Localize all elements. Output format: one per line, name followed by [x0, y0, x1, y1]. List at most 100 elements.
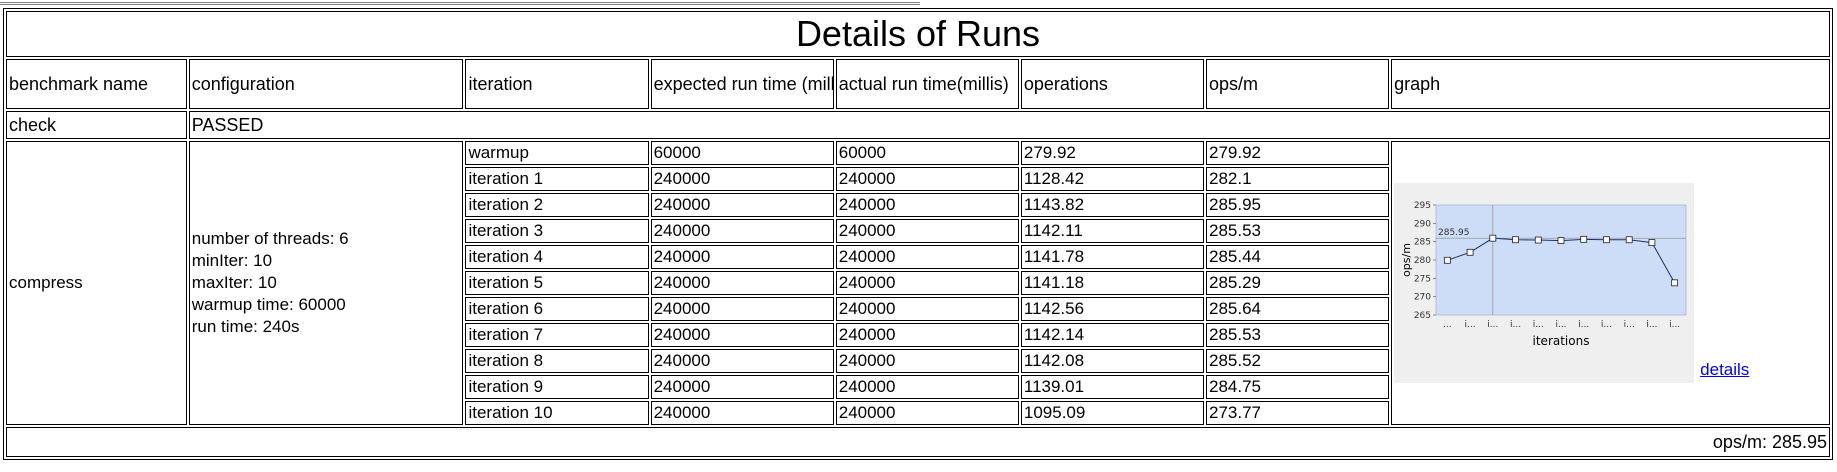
operations-cell: 1142.14: [1020, 323, 1205, 347]
iteration-cell: iteration 5: [465, 271, 649, 295]
config-run-time: run time: 240s: [191, 317, 300, 336]
iteration-cell: iteration 8: [465, 349, 649, 373]
opsm-cell: 285.44: [1206, 245, 1390, 269]
iteration-cell: iteration 2: [465, 193, 649, 217]
configuration-cell: number of threads: 6 minIter: 10 maxIter…: [188, 141, 464, 425]
config-max-iter: maxIter: 10: [191, 273, 277, 292]
data-point: [1466, 248, 1474, 256]
header-actual-run-time: actual run time(millis): [835, 59, 1019, 109]
actual-cell: 240000: [835, 193, 1019, 217]
data-point: [1671, 279, 1679, 287]
expected-cell: 240000: [650, 271, 834, 295]
table-row: iteration 3 240000 240000 1142.11 285.53: [6, 219, 1830, 243]
actual-cell: 240000: [835, 245, 1019, 269]
top-separator: [0, 0, 920, 5]
expected-cell: 240000: [650, 375, 834, 399]
actual-cell: 240000: [835, 219, 1019, 243]
summary-footer: ops/m: 285.95: [6, 427, 1830, 457]
data-point: [1512, 236, 1520, 244]
marker-label: 285.95: [1438, 228, 1470, 238]
x-tick-label: i...: [1647, 320, 1658, 330]
graph-cell: 265 270 275 280 285 290 295... i... i... i... i...…: [1391, 141, 1830, 425]
expected-cell: 240000: [650, 245, 834, 269]
actual-cell: 240000: [835, 297, 1019, 321]
iteration-cell: iteration 10: [465, 401, 649, 425]
config-threads: number of threads: 6: [191, 229, 349, 248]
expected-cell: 240000: [650, 349, 834, 373]
table-row: iteration 10 240000 240000 1095.09 273.77: [6, 401, 1830, 425]
y-tick-label: 295: [1414, 201, 1431, 211]
actual-cell: 240000: [835, 375, 1019, 399]
iteration-cell: iteration 6: [465, 297, 649, 321]
benchmark-name: compress: [6, 141, 187, 425]
data-point: [1535, 236, 1542, 244]
table-row: iteration 1 240000 240000 1128.42 282.1: [6, 167, 1830, 191]
operations-cell: 1142.08: [1020, 349, 1205, 373]
y-axis-label: ops/m: [1400, 243, 1413, 277]
x-tick-label: i...: [1465, 320, 1476, 330]
operations-cell: 1142.56: [1020, 297, 1205, 321]
opsm-cell: 284.75: [1206, 375, 1390, 399]
actual-cell: 240000: [835, 401, 1019, 425]
config-warmup-time: warmup time: 60000: [191, 295, 346, 314]
data-point: [1489, 234, 1497, 242]
operations-cell: 1139.01: [1020, 375, 1205, 399]
expected-cell: 240000: [650, 167, 834, 191]
x-tick-label: i...: [1510, 320, 1521, 330]
table-row: iteration 2 240000 240000 1143.82 285.95: [6, 193, 1830, 217]
y-tick-label: 275: [1414, 274, 1431, 284]
data-point: [1580, 235, 1588, 243]
operations-cell: 1095.09: [1020, 401, 1205, 425]
ops-chart-svg: 265 270 275 280 285 290 295... i... i... i... i...…: [1400, 201, 1687, 348]
x-axis-label: iterations: [1533, 334, 1590, 348]
opsm-cell: 282.1: [1206, 167, 1390, 191]
expected-cell: 240000: [650, 401, 834, 425]
table-row: iteration 7 240000 240000 1142.14 285.53: [6, 323, 1830, 347]
data-point: [1648, 239, 1656, 246]
x-tick-label: i...: [1533, 320, 1544, 330]
operations-cell: 1141.78: [1020, 245, 1205, 269]
check-label: check: [6, 111, 187, 139]
operations-cell: 1143.82: [1020, 193, 1205, 217]
opsm-cell: 285.53: [1206, 323, 1390, 347]
expected-cell: 240000: [650, 297, 834, 321]
header-ops-per-m: ops/m: [1206, 59, 1390, 109]
opsm-cell: 285.52: [1206, 349, 1390, 373]
data-point: [1444, 256, 1451, 264]
expected-cell: 240000: [650, 323, 834, 347]
expected-cell: 240000: [650, 219, 834, 243]
header-graph: graph: [1391, 59, 1830, 109]
table-row: iteration 5 240000 240000 1141.18 285.29: [6, 271, 1830, 295]
iteration-cell: iteration 9: [465, 375, 649, 399]
data-point: [1625, 236, 1633, 244]
actual-cell: 240000: [835, 349, 1019, 373]
operations-cell: 1142.11: [1020, 219, 1205, 243]
page-title: Details of Runs: [6, 11, 1830, 57]
plot-area: [1435, 204, 1687, 316]
x-tick-label: i...: [1669, 320, 1680, 330]
header-iteration: iteration: [465, 59, 649, 109]
ops-chart: 265 270 275 280 285 290 295... i... i... i... i...…: [1394, 183, 1695, 383]
opsm-cell: 285.95: [1206, 193, 1390, 217]
y-tick-label: 280: [1414, 256, 1431, 266]
iteration-cell: warmup: [465, 141, 649, 165]
iteration-cell: iteration 1: [465, 167, 649, 191]
operations-cell: 279.92: [1020, 141, 1205, 165]
y-tick-label: 290: [1414, 219, 1431, 229]
x-tick-label: i...: [1601, 320, 1612, 330]
data-point: [1557, 237, 1565, 245]
table-row: iteration 4 240000 240000 1141.78 285.44: [6, 245, 1830, 269]
x-tick-label: i...: [1624, 320, 1635, 330]
header-configuration: configuration: [188, 59, 464, 109]
y-tick-label: 270: [1414, 293, 1431, 303]
x-tick-label: i...: [1487, 320, 1498, 330]
x-tick-label: i...: [1578, 320, 1589, 330]
opsm-cell: 273.77: [1206, 401, 1390, 425]
operations-cell: 1128.42: [1020, 167, 1205, 191]
table-row: iteration 9 240000 240000 1139.01 284.75: [6, 375, 1830, 399]
actual-cell: 60000: [835, 141, 1019, 165]
runs-table: Details of Runs benchmark name configura…: [3, 8, 1833, 460]
data-point: [1603, 236, 1611, 244]
details-link[interactable]: details: [1700, 360, 1750, 379]
opsm-cell: 285.29: [1206, 271, 1390, 295]
